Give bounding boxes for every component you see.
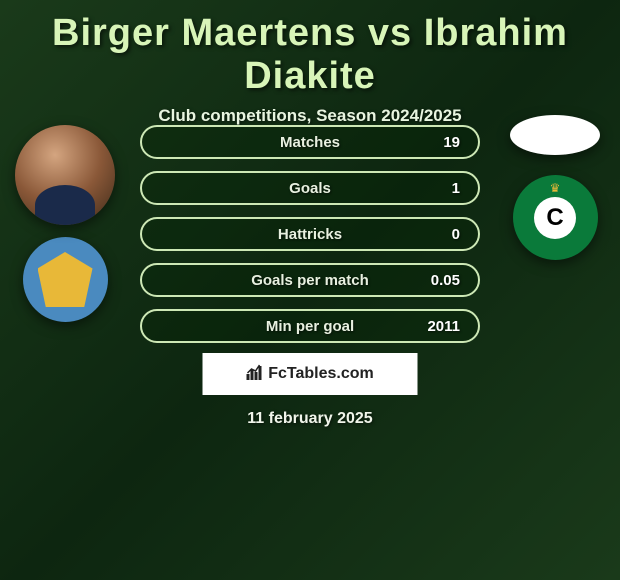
stat-right-value: 1 <box>400 180 460 197</box>
chart-icon <box>246 364 264 385</box>
comparison-date: 11 february 2025 <box>0 410 620 428</box>
page-title: Birger Maertens vs Ibrahim Diakite <box>0 0 620 98</box>
stat-row-matches: Matches 19 <box>140 125 480 159</box>
stat-label: Hattricks <box>278 226 342 243</box>
stat-row-goals-per-match: Goals per match 0.05 <box>140 263 480 297</box>
stat-label: Goals per match <box>251 272 369 289</box>
club1-crest-icon <box>38 252 93 307</box>
watermark-badge[interactable]: FcTables.com <box>203 353 418 395</box>
stat-label: Matches <box>280 134 340 151</box>
stat-right-value: 0.05 <box>400 272 460 289</box>
player1-photo <box>15 125 115 225</box>
stat-row-hattricks: Hattricks 0 <box>140 217 480 251</box>
stat-row-goals: Goals 1 <box>140 171 480 205</box>
player2-club-badge: ♛ C <box>513 175 598 260</box>
stat-row-min-per-goal: Min per goal 2011 <box>140 309 480 343</box>
crown-icon: ♛ <box>550 181 561 195</box>
player2-column: ♛ C <box>500 115 610 260</box>
player1-club-badge <box>23 237 108 322</box>
watermark-text: FcTables.com <box>268 365 374 383</box>
stat-label: Goals <box>289 180 331 197</box>
stat-right-value: 2011 <box>400 318 460 335</box>
stat-right-value: 19 <box>400 134 460 151</box>
stat-label: Min per goal <box>266 318 354 335</box>
stats-container: Matches 19 Goals 1 Hattricks 0 Goals per… <box>140 125 480 355</box>
player1-column <box>10 125 120 322</box>
stat-right-value: 0 <box>400 226 460 243</box>
player2-photo-placeholder <box>510 115 600 155</box>
club2-letter: C <box>534 197 576 239</box>
